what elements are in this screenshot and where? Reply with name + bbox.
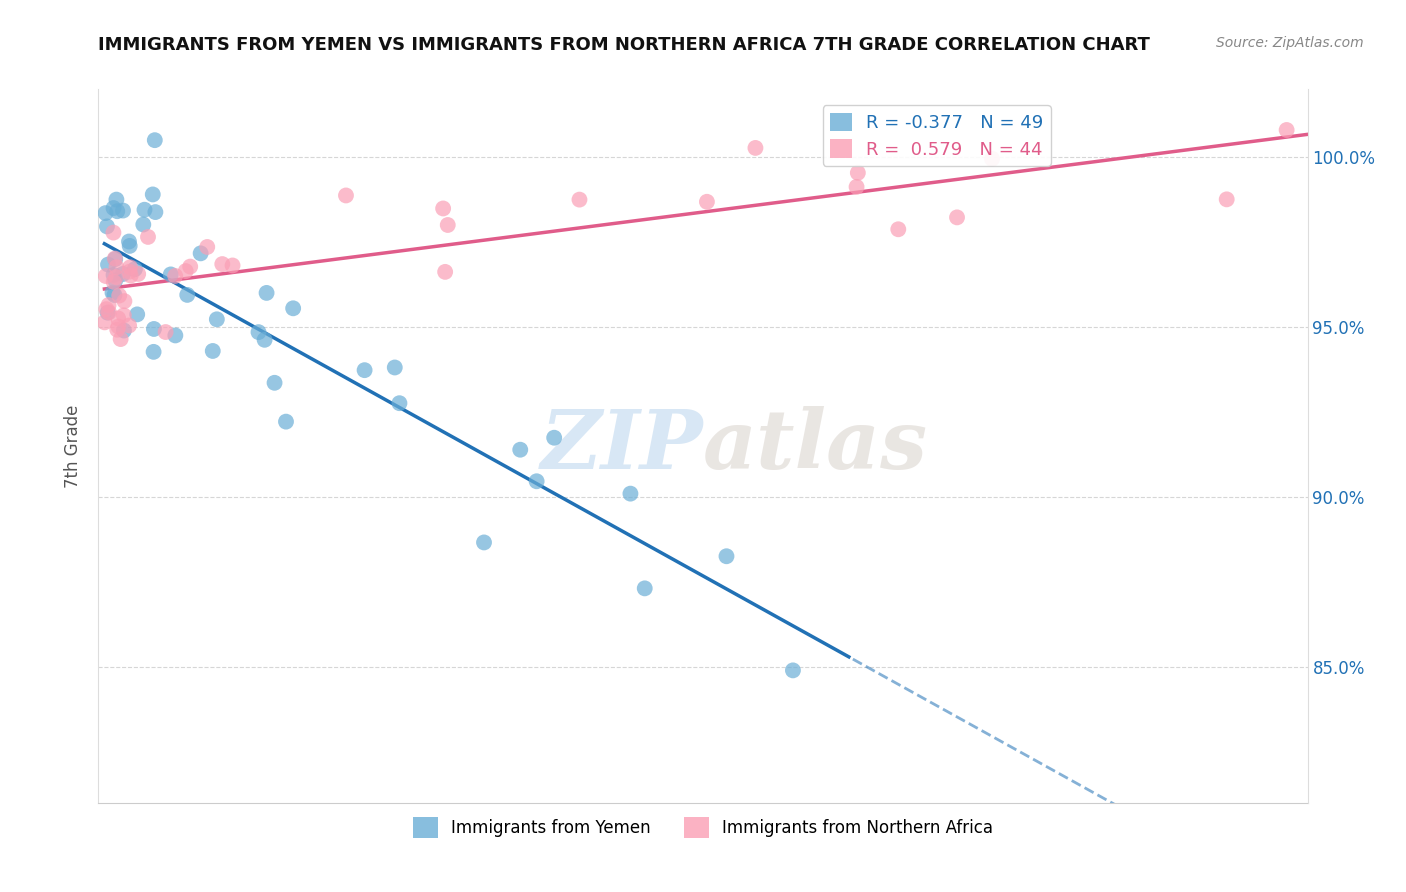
Point [436,218,458,232]
Point [134,202,156,217]
Point [103,201,125,215]
Point [103,226,125,240]
Y-axis label: 7th Grade: 7th Grade [65,404,83,488]
Point [142,344,165,359]
Point [104,273,127,287]
Point [887,222,910,236]
Point [283,301,305,316]
Point [136,230,159,244]
Point [509,442,531,457]
Point [143,133,166,147]
Point [97,298,120,312]
Point [96,219,118,234]
Point [845,179,868,194]
Point [101,285,124,300]
Point [111,203,134,218]
Point [221,259,243,273]
Point [179,260,201,274]
Point [190,246,212,260]
Point [107,311,129,326]
Point [432,202,454,216]
Point [120,260,142,275]
Point [105,260,128,275]
Point [103,275,125,289]
Point [118,318,141,333]
Point [111,267,134,281]
Point [112,294,135,309]
Point [946,211,969,225]
Point [112,324,135,338]
Point [104,252,127,266]
Point [247,325,270,339]
Point [619,486,641,500]
Point [118,239,141,253]
Point [384,360,406,375]
Point [353,363,375,377]
Point [132,218,155,232]
Point [124,262,146,277]
Point [388,396,411,410]
Point [142,187,165,202]
Point [120,268,142,283]
Point [105,270,128,285]
Point [472,535,495,549]
Point [256,285,278,300]
Text: ZIP: ZIP [540,406,703,486]
Point [634,582,657,596]
Point [568,193,591,207]
Point [127,267,149,281]
Point [97,258,120,272]
Point [118,235,141,249]
Point [118,265,141,279]
Point [981,152,1004,166]
Point [165,328,187,343]
Point [846,166,869,180]
Point [110,332,132,346]
Text: atlas: atlas [703,406,928,486]
Point [174,264,197,278]
Point [104,252,127,266]
Point [145,205,167,219]
Point [716,549,738,564]
Point [205,312,228,326]
Legend: R = -0.377   N = 49, R =  0.579   N = 44: R = -0.377 N = 49, R = 0.579 N = 44 [823,105,1050,166]
Point [105,193,128,207]
Point [274,415,297,429]
Text: IMMIGRANTS FROM YEMEN VS IMMIGRANTS FROM NORTHERN AFRICA 7TH GRADE CORRELATION C: IMMIGRANTS FROM YEMEN VS IMMIGRANTS FROM… [98,36,1150,54]
Point [1215,192,1237,206]
Point [335,188,357,202]
Point [142,322,165,336]
Point [127,307,149,321]
Point [155,325,177,339]
Point [103,268,125,282]
Point [94,268,117,283]
Point [195,240,218,254]
Point [744,141,766,155]
Point [696,194,718,209]
Point [263,376,285,390]
Point [176,288,198,302]
Point [112,309,135,323]
Text: Source: ZipAtlas.com: Source: ZipAtlas.com [1216,36,1364,50]
Point [1275,123,1298,137]
Point [107,319,129,334]
Point [108,288,131,302]
Point [434,265,457,279]
Point [782,664,804,678]
Point [96,302,118,317]
Point [105,323,128,337]
Point [93,315,115,329]
Point [103,288,125,302]
Point [211,257,233,271]
Point [97,306,120,320]
Point [526,475,548,489]
Point [165,268,187,283]
Point [201,343,224,358]
Point [105,204,128,219]
Point [94,206,117,220]
Point [159,268,181,282]
Point [543,431,565,445]
Point [253,333,276,347]
Point [98,305,121,319]
